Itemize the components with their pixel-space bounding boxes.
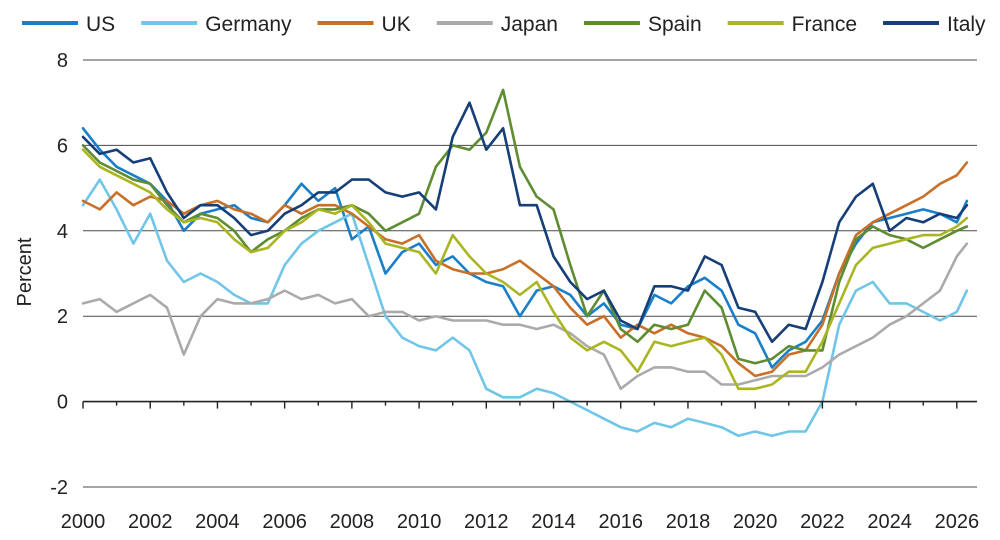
legend-item-germany: Germany bbox=[141, 13, 292, 36]
legend-label: Germany bbox=[205, 13, 292, 36]
legend-item-italy: Italy bbox=[883, 13, 986, 36]
x-axis: 2000 2002 2004 2006 2008 2010 2012 2014 2016 2018… bbox=[61, 400, 980, 533]
y-tick-label: 0 bbox=[57, 392, 68, 414]
legend: US Germany UK Japan Spain France Italy bbox=[22, 13, 986, 36]
x-tick-label: 2014 bbox=[531, 511, 576, 533]
x-tick-label: 2000 bbox=[61, 511, 106, 533]
legend-label: France bbox=[792, 13, 857, 36]
series-line-italy bbox=[81, 101, 969, 344]
y-tick-label: 6 bbox=[57, 135, 68, 157]
y-tick-label: 8 bbox=[57, 50, 68, 72]
x-tick-label: 2002 bbox=[128, 511, 173, 533]
legend-label: Spain bbox=[648, 13, 702, 36]
series-line-uk bbox=[81, 161, 969, 378]
x-tick-label: 2006 bbox=[262, 511, 307, 533]
legend-label: Italy bbox=[947, 13, 986, 36]
y-axis-label: Percent bbox=[14, 237, 36, 306]
x-tick-label: 2024 bbox=[867, 511, 912, 533]
legend-item-france: France bbox=[727, 13, 857, 36]
x-tick-label: 2010 bbox=[397, 511, 442, 533]
legend-item-japan: Japan bbox=[436, 13, 558, 36]
legend-label: UK bbox=[382, 13, 411, 36]
x-tick-label: 2020 bbox=[733, 511, 778, 533]
y-tick-label: -2 bbox=[50, 477, 68, 499]
legend-item-uk: UK bbox=[317, 13, 411, 36]
y-axis: -2 0 2 4 6 8 bbox=[50, 50, 68, 499]
y-tick-label: 2 bbox=[57, 306, 68, 328]
x-tick-label: 2012 bbox=[464, 511, 509, 533]
x-tick-label: 2004 bbox=[195, 511, 240, 533]
x-tick-label: 2022 bbox=[800, 511, 845, 533]
x-tick-label: 2018 bbox=[666, 511, 711, 533]
series-line-germany bbox=[81, 178, 969, 438]
legend-item-spain: Spain bbox=[583, 13, 702, 36]
series-lines bbox=[81, 88, 969, 438]
series-line-japan bbox=[81, 242, 969, 391]
series-line-france bbox=[81, 148, 969, 391]
y-tick-label: 4 bbox=[57, 221, 68, 243]
gridlines bbox=[83, 59, 977, 488]
x-tick-label: 2016 bbox=[598, 511, 643, 533]
legend-item-us: US bbox=[22, 13, 115, 36]
legend-label: US bbox=[86, 13, 115, 36]
series-line-us bbox=[81, 127, 969, 369]
x-tick-label: 2026 bbox=[935, 511, 980, 533]
series-line-spain bbox=[81, 88, 969, 365]
legend-label: Japan bbox=[501, 13, 558, 36]
x-tick-label: 2008 bbox=[330, 511, 375, 533]
